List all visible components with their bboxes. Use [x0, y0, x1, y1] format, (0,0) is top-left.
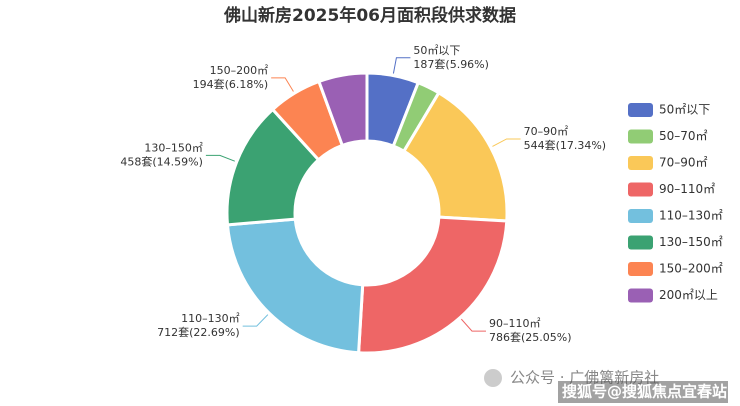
legend-label: 130–150㎡: [659, 235, 723, 249]
chart-title: 佛山新房2025年06月面积段供求数据: [223, 5, 516, 26]
data-label: 544套(17.34%): [524, 139, 607, 152]
leader-line: [392, 57, 411, 74]
data-label: 458套(14.59%): [120, 155, 203, 168]
slice-label: 70–90㎡: [524, 125, 569, 138]
legend-swatch: [628, 129, 653, 144]
pie-slice: [317, 71, 369, 147]
slice-label: 90–110㎡: [489, 317, 541, 330]
legend-label: 70–90㎡: [659, 156, 708, 170]
legend-swatch: [628, 103, 653, 117]
data-label: 187套(5.96%): [413, 58, 489, 71]
legend-swatch: [628, 288, 653, 303]
slice-label: 130–150㎡: [144, 141, 203, 154]
pie-slice: [226, 217, 365, 355]
leader-line: [271, 77, 294, 92]
legend-swatch: [628, 235, 653, 250]
watermark: 搜狐号@搜狐焦点宜春站: [562, 383, 727, 401]
legend-swatch: [628, 209, 653, 223]
legend-swatch: [628, 156, 653, 170]
data-label: 194套(6.18%): [193, 78, 269, 91]
watermark-icon: [484, 369, 502, 387]
legend-swatch: [628, 182, 653, 197]
legend-label: 150–200㎡: [659, 262, 723, 276]
leader-line: [242, 314, 269, 327]
legend-swatch: [628, 262, 653, 276]
slice-label: 150–200㎡: [210, 64, 269, 77]
slice-label: 110–130㎡: [181, 312, 240, 325]
data-label: 786套(25.05%): [489, 331, 572, 344]
leader-line: [492, 138, 521, 147]
legend-label: 50–70㎡: [659, 129, 708, 143]
data-label: 712套(22.69%): [157, 326, 240, 339]
legend-label: 50㎡以下: [659, 103, 710, 117]
legend-label: 200㎡以上: [659, 288, 718, 302]
legend-label: 110–130㎡: [659, 209, 723, 223]
watermark-bg: [558, 381, 728, 403]
leader-line: [205, 154, 235, 162]
legend-label: 90–110㎡: [659, 182, 715, 196]
leader-line: [460, 318, 486, 332]
slice-label: 50㎡以下: [413, 44, 460, 57]
pie-slice: [357, 215, 509, 355]
